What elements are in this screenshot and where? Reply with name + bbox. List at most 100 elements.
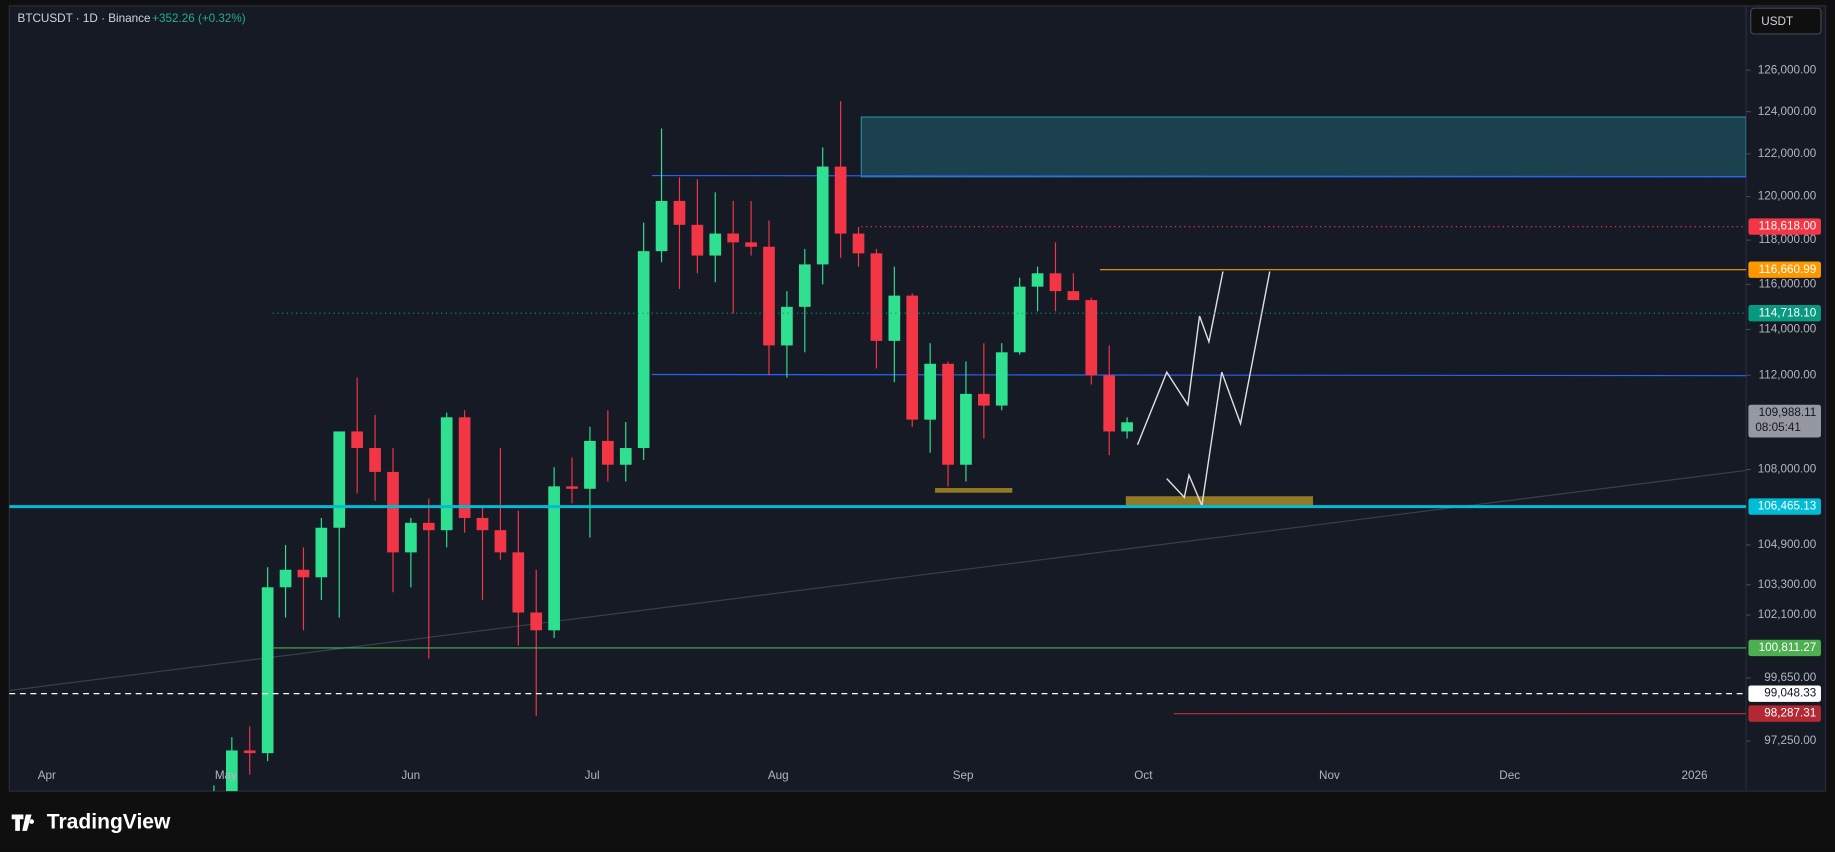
candle-body [709,233,722,256]
candle-body [763,246,775,346]
countdown: 08:05:41 [1755,421,1801,434]
level-label: 114,718.10 [1759,306,1817,319]
level-label-bg [1748,705,1821,722]
candle-body [225,750,238,792]
level-label: 118,618.00 [1759,220,1817,233]
trend-line [651,373,1747,377]
candle-body [995,352,1008,406]
candle-body [584,440,596,489]
x-tick-label: Aug [768,769,789,782]
brand: TradingView [47,810,171,833]
candle-body [870,253,883,341]
candle-body [476,517,489,531]
supply-zone [860,116,1747,178]
change: +352.26 (+0.32%) [152,12,246,25]
candles [213,101,1133,792]
candle-body [601,440,614,465]
demand-box [935,488,1013,493]
levels: 118,618.00 116,660.99 114,718.10 106,465.13… [9,218,1821,722]
candle-body [637,251,650,449]
candle-body [1085,300,1098,376]
candle-body [1031,273,1044,287]
candle-body [440,417,453,531]
y-tick-label: 102,100.00 [1758,608,1817,621]
candle-body [619,448,632,465]
candle-body [351,431,364,449]
y-tick-label: 99,650.00 [1764,671,1816,684]
y-tick-label: 126,000.00 [1758,63,1817,76]
candle-body [261,587,274,754]
level-label-bg [1748,218,1821,235]
currency-button[interactable] [1750,7,1822,35]
candle-body [745,242,757,247]
candle-body [942,363,954,465]
price-axis: 126,000.00 124,000.00 122,000.00 120,000.00… [1746,63,1817,747]
candle-body [798,264,811,307]
candle-body [1067,291,1080,301]
candle-body [279,569,292,588]
x-tick-label: May [215,769,237,782]
x-tick-label: 2026 [1682,769,1708,782]
candle-body [422,522,435,531]
candle-body [566,486,578,489]
candle-body [333,431,346,528]
candle-body [906,295,919,420]
candle-body [655,200,668,252]
candle-body [1103,375,1116,432]
candle-body [387,471,399,553]
candle-body [512,552,525,613]
candle-body [781,306,793,346]
x-tick-label: Apr [38,769,56,782]
candle-body [816,166,829,265]
x-tick-label: Jul [585,769,600,782]
level-label-bg [1748,261,1821,278]
candle-body [1013,286,1026,353]
candle-body [1049,273,1062,292]
candle-body [530,612,543,631]
level-label: 98,287.31 [1764,707,1816,720]
symbol: BTCUSDT · 1D · Binance [18,12,151,25]
level-label-bg [1748,685,1821,702]
candle-body [978,393,990,406]
candle-body [243,750,256,754]
candle-body [494,530,507,553]
candle-body [405,522,417,553]
y-tick-label: 116,000.00 [1759,278,1817,291]
y-tick-label: 118,000.00 [1759,233,1817,246]
level-label-bg [1748,305,1821,322]
candle-body [369,448,381,472]
level-label: 106,465.13 [1758,500,1817,513]
trend-line [651,174,1747,178]
candle-body [888,295,901,341]
candle-body [960,393,972,465]
demand-box [1125,496,1314,507]
projection-arrow [1136,271,1224,445]
candle-body [852,233,865,254]
candle-body [1121,422,1133,432]
x-tick-label: Oct [1134,769,1153,782]
candle-body [924,363,936,420]
candle-body [458,417,471,518]
candle-body [315,527,328,578]
drawings [9,116,1747,692]
candle-body [691,224,704,256]
y-tick-label: 120,000.00 [1758,190,1817,203]
y-tick-label: 108,000.00 [1758,463,1817,476]
candle-body [297,569,310,578]
y-tick-label: 112,000.00 [1759,368,1817,381]
x-tick-label: Sep [953,769,974,782]
y-tick-label: 124,000.00 [1758,105,1817,118]
y-tick-label: 114,000.00 [1759,323,1817,336]
y-tick-label: 103,300.00 [1758,578,1817,591]
y-tick-label: 97,250.00 [1764,734,1816,747]
y-tick-label: 122,000.00 [1758,147,1817,160]
x-tick-label: Jun [401,769,420,782]
candle-body [548,486,560,631]
currency[interactable]: USDT [1761,15,1793,28]
level-label: 99,048.33 [1764,687,1816,700]
candle-body [727,233,740,243]
x-tick-label: Dec [1499,769,1520,782]
level-label: 100,811.27 [1759,641,1817,654]
candle-body [834,166,847,234]
